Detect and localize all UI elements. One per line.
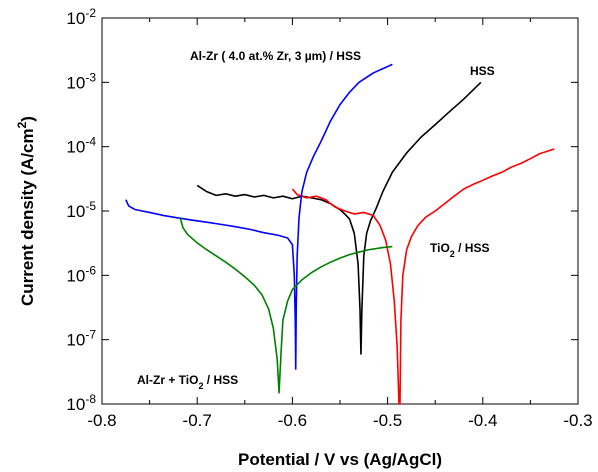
y-tick-label: 10-2 (66, 6, 96, 28)
y-tick-label: 10-3 (66, 70, 96, 92)
series-line-2 (291, 148, 555, 405)
x-tick-label: -0.6 (278, 411, 307, 430)
series-layer (125, 63, 555, 405)
annotation-alzr: Al-Zr ( 4.0 at.% Zr, 3 µm) / HSS (190, 49, 361, 63)
y-tick-label: 10-8 (66, 392, 96, 414)
y-tick-label: 10-6 (66, 263, 96, 285)
series-line-3 (125, 63, 393, 370)
y-axis-label: Current density (A/cm2) (15, 116, 37, 306)
y-axis-title: Current density (A/cm2) (15, 116, 37, 306)
tick-layer: -0.8 -0.7 -0.6 -0.5 -0.4 -0.3 10-8 10-7 10-6 10-5… (66, 6, 592, 430)
series-line-1 (196, 81, 482, 355)
y-tick-label: 10-4 (66, 135, 96, 157)
annotation-alzr-tio2: Al-Zr + TiO2 / HSS (137, 373, 238, 391)
x-axis-label: Potential / V vs (Ag/AgCl) (238, 450, 442, 469)
y-tick-label: 10-5 (66, 199, 96, 221)
annotation-hss: HSS (470, 64, 495, 78)
annotation-tio2: TiO2 / HSS (430, 241, 489, 259)
x-tick-label: -0.5 (373, 411, 402, 430)
x-tick-label: -0.7 (183, 411, 212, 430)
y-tick-label: 10-7 (66, 328, 96, 350)
x-axis-title: Potential / V vs (Ag/AgCl) (238, 450, 442, 469)
series-line-4 (179, 217, 393, 394)
x-tick-label: -0.3 (563, 411, 592, 430)
x-tick-label: -0.4 (468, 411, 497, 430)
x-tick-label: -0.8 (87, 411, 116, 430)
